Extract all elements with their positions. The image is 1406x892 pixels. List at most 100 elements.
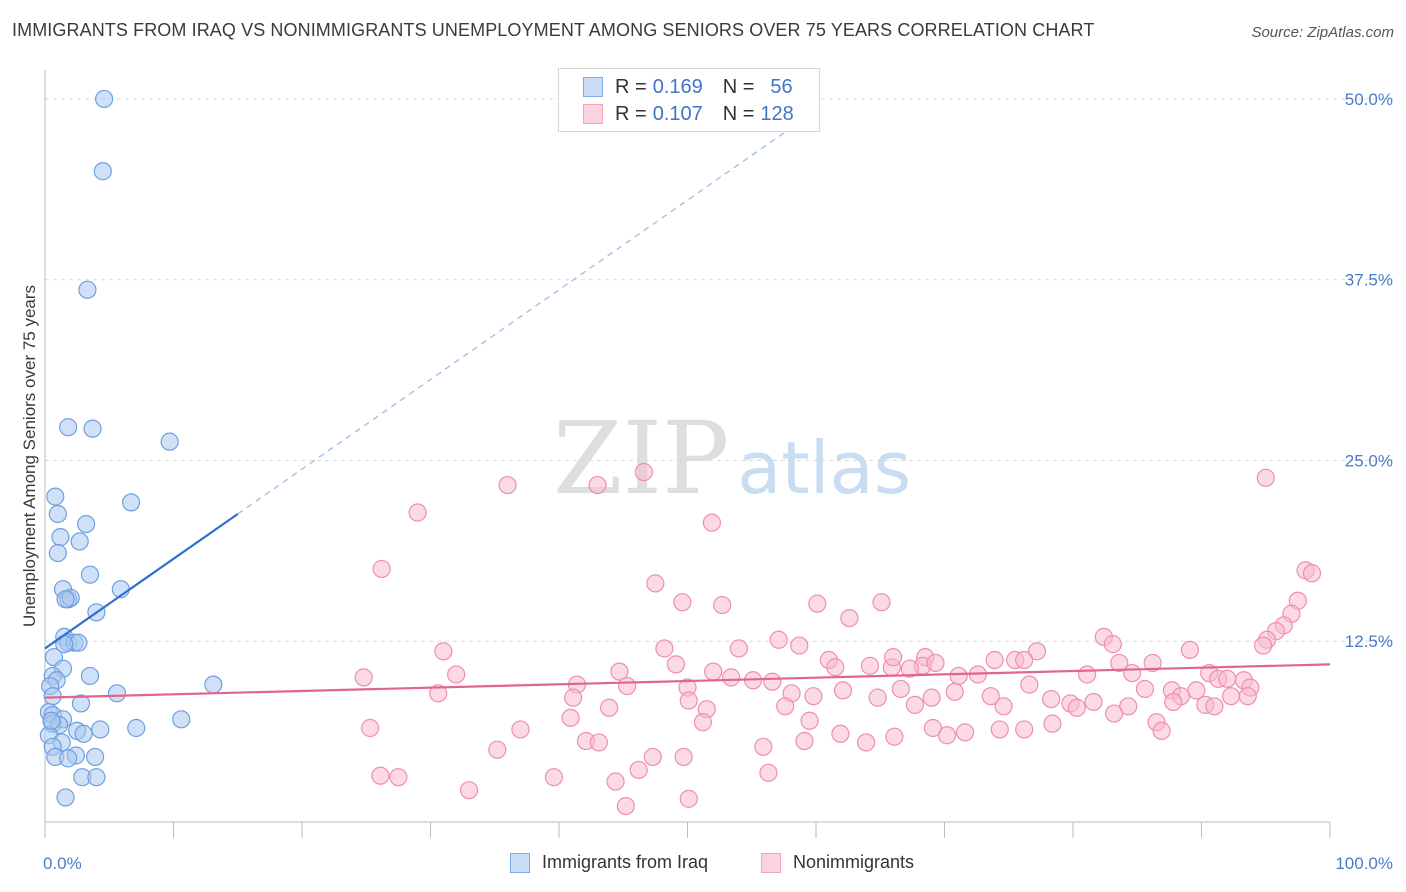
correlation-legend: R = 0.169 N = 56 R = 0.107 N = 128: [558, 68, 820, 132]
nonimmigrant-point: [840, 608, 859, 628]
nonimmigrant-point: [511, 720, 530, 739]
x-tick-label: 100.0%: [1335, 854, 1393, 873]
iraq-point: [86, 747, 105, 767]
nonimmigrant-point: [1302, 564, 1322, 583]
nonimmigrant-point: [1015, 720, 1034, 739]
nonimmigrant-point: [990, 720, 1009, 739]
iraq-point: [80, 666, 100, 686]
nonimmigrant-point: [722, 668, 741, 687]
legend-row-nonimmigrants: R = 0.107 N = 128: [583, 101, 794, 127]
nonimmigrant-point: [429, 684, 448, 703]
nonimmigrant-point: [488, 740, 507, 759]
nonimmigrant-point: [808, 594, 827, 613]
nonimmigrant-point: [923, 718, 943, 738]
iraq-point: [160, 432, 179, 451]
iraq-point: [48, 543, 67, 563]
iraq-point: [56, 590, 75, 609]
nonimmigrant-point: [857, 733, 876, 752]
nonimmigrant-point: [1084, 692, 1103, 712]
nonimmigrant-point: [1020, 675, 1039, 694]
nonimmigrant-point: [1218, 669, 1237, 688]
nonimmigrant-point: [885, 727, 904, 746]
nonimmigrant-point: [945, 682, 964, 701]
nonimmigrant-point: [804, 687, 823, 706]
nonimmigrant-point: [860, 656, 880, 675]
nonimmigrant-point: [655, 639, 674, 658]
nonimmigrant-point: [763, 672, 782, 691]
nonimmigrant-point: [1119, 697, 1138, 716]
legend-r-value-iraq: 0.169: [652, 75, 703, 98]
iraq-point: [87, 768, 106, 787]
nonimmigrant-point: [1180, 640, 1200, 660]
legend-n-label: N =: [722, 75, 755, 98]
nonimmigrant-point: [666, 655, 686, 674]
nonimmigrant-point: [679, 691, 698, 710]
nonimmigrant-point: [564, 688, 583, 707]
nonimmigrant-point: [434, 642, 453, 661]
nonimmigrant-point: [588, 475, 607, 495]
nonimmigrant-point: [926, 653, 945, 673]
y-tick-label: 25.0%: [1345, 451, 1393, 470]
y-axis-label: Unemployment Among Seniors over 75 years: [20, 285, 39, 627]
nonimmigrant-point: [900, 659, 919, 678]
source-credit: Source: ZipAtlas.com: [1251, 24, 1394, 41]
legend-swatch-nonimmigrants: [583, 104, 603, 124]
legend-swatch-iraq: [583, 77, 603, 97]
nonimmigrant-point: [776, 697, 795, 716]
series-legend: Immigrants from Iraq Nonimmigrants: [0, 852, 1406, 880]
nonimmigrant-point: [868, 688, 887, 707]
legend-r-label: R =: [615, 102, 647, 125]
iraq-point: [74, 724, 93, 743]
nonimmigrant-point: [1042, 689, 1061, 709]
series-legend-nonimmigrants[interactable]: Nonimmigrants: [761, 852, 914, 873]
iraq-point: [204, 675, 223, 694]
nonimmigrant-point: [937, 726, 957, 745]
iraq-point: [95, 89, 114, 109]
series-legend-label-nonimmigrants: Nonimmigrants: [793, 852, 915, 872]
nonimmigrant-point: [704, 662, 723, 681]
nonimmigrant-point: [955, 723, 975, 742]
nonimmigrant-point: [634, 462, 653, 482]
nonimmigrant-point: [673, 593, 692, 612]
nonimmigrant-point: [643, 747, 662, 767]
series-legend-swatch-iraq: [510, 852, 530, 873]
nonimmigrant-point: [1135, 679, 1155, 699]
series-legend-swatch-nonimmigrants: [761, 852, 781, 873]
legend-r-label: R =: [615, 75, 647, 98]
nonimmigrant-point: [629, 760, 648, 780]
y-tick-label: 12.5%: [1345, 632, 1393, 651]
iraq-point: [80, 565, 100, 584]
nonimmigrant-point: [1164, 692, 1183, 712]
iraq-point: [71, 694, 91, 713]
nonimmigrant-point: [1254, 636, 1273, 655]
iraq-point: [127, 718, 146, 738]
iraq-point: [42, 711, 61, 730]
x-tick-label: 0.0%: [43, 854, 82, 873]
nonimmigrant-point: [606, 772, 625, 791]
series-legend-iraq[interactable]: Immigrants from Iraq: [510, 852, 708, 873]
nonimmigrant-point: [1143, 653, 1162, 673]
nonimmigrant-point: [372, 559, 391, 579]
y-tick-label: 50.0%: [1345, 90, 1393, 109]
nonimmigrant-point: [883, 648, 903, 667]
nonimmigrant-point: [1103, 635, 1122, 654]
nonimmigrant-point: [589, 733, 608, 752]
nonimmigrant-point: [981, 687, 1000, 706]
nonimmigrant-point: [447, 665, 466, 684]
iraq-point: [59, 418, 78, 437]
legend-r-value-nonimmigrants: 0.107: [652, 102, 703, 125]
nonimmigrant-point: [831, 724, 850, 743]
nonimmigrant-point: [702, 513, 722, 532]
nonimmigrant-point: [679, 789, 698, 808]
nonimmigrant-point: [693, 713, 713, 732]
nonimmigrant-point: [1043, 714, 1062, 733]
nonimmigrant-point: [361, 718, 380, 738]
nonimmigrant-point: [985, 650, 1004, 670]
iraq-point: [77, 514, 96, 534]
nonimmigrant-point: [498, 475, 517, 495]
nonimmigrant-point: [769, 630, 788, 649]
nonimmigrant-point: [833, 681, 853, 700]
nonimmigrant-point: [1027, 642, 1047, 661]
nonimmigrant-point: [459, 781, 479, 800]
